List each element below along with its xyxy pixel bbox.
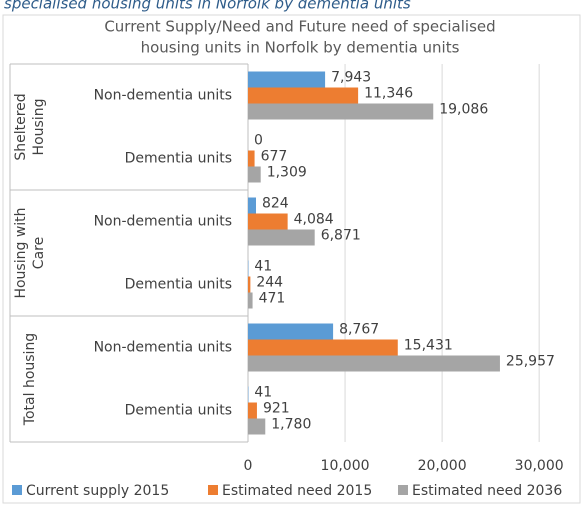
value-label: 0: [254, 133, 263, 149]
legend-swatch: [208, 485, 218, 495]
legend-label: Estimated need 2036: [412, 483, 562, 499]
bar: [248, 166, 261, 183]
legend-label: Current supply 2015: [26, 483, 169, 499]
bar: [248, 323, 334, 340]
bar: [248, 402, 257, 419]
y-tick-label: Dementia units: [125, 277, 232, 293]
bar: [248, 150, 255, 167]
bar: [248, 71, 326, 88]
legend-label: Estimated need 2015: [222, 483, 372, 499]
bar: [248, 197, 256, 214]
bar: [248, 103, 434, 120]
y-tick-label: Dementia units: [125, 403, 232, 419]
value-label: 1,780: [271, 417, 311, 433]
bar: [248, 87, 359, 104]
y-tick-label: Non-dementia units: [94, 88, 232, 104]
bar: [248, 292, 253, 309]
value-label: 8,767: [339, 322, 379, 338]
value-label: 7,943: [331, 70, 371, 86]
value-label: 1,309: [267, 165, 307, 181]
value-label: 4,084: [294, 212, 334, 228]
value-label: 824: [262, 196, 289, 212]
bar: [248, 276, 251, 293]
value-label: 677: [261, 149, 288, 165]
group-label: Sheltered Housing: [13, 93, 47, 160]
value-label: 25,957: [506, 354, 555, 370]
x-tick-label: 30,000: [515, 458, 564, 474]
value-label: 471: [259, 291, 286, 307]
x-tick-label: 10,000: [321, 458, 370, 474]
value-label: 41: [254, 385, 272, 401]
y-tick-label: Non-dementia units: [94, 214, 232, 230]
x-tick-label: 20,000: [418, 458, 467, 474]
value-label: 244: [256, 275, 283, 291]
caption: specialised housing units in Norfolk by …: [4, 0, 411, 13]
chart-frame: [2, 14, 581, 504]
group-label: Housing with Care: [13, 207, 47, 298]
bar: [248, 213, 288, 230]
bar: [248, 229, 315, 246]
value-label: 15,431: [404, 338, 453, 354]
value-label: 41: [254, 259, 272, 275]
y-tick-label: Dementia units: [125, 151, 232, 167]
bar: [248, 418, 266, 435]
value-label: 19,086: [439, 102, 488, 118]
bar: [248, 355, 500, 372]
x-tick-label: 0: [244, 458, 253, 474]
y-tick-label: Non-dementia units: [94, 340, 232, 356]
chart-title: housing units in Norfolk by dementia uni…: [141, 39, 460, 57]
legend-swatch: [398, 485, 408, 495]
value-label: 921: [263, 401, 290, 417]
group-label: Total housing: [22, 333, 38, 426]
bar: [248, 339, 398, 356]
value-label: 11,346: [364, 86, 413, 102]
chart-title: Current Supply/Need and Future need of s…: [104, 18, 495, 36]
value-label: 6,871: [321, 228, 361, 244]
legend-swatch: [12, 485, 22, 495]
